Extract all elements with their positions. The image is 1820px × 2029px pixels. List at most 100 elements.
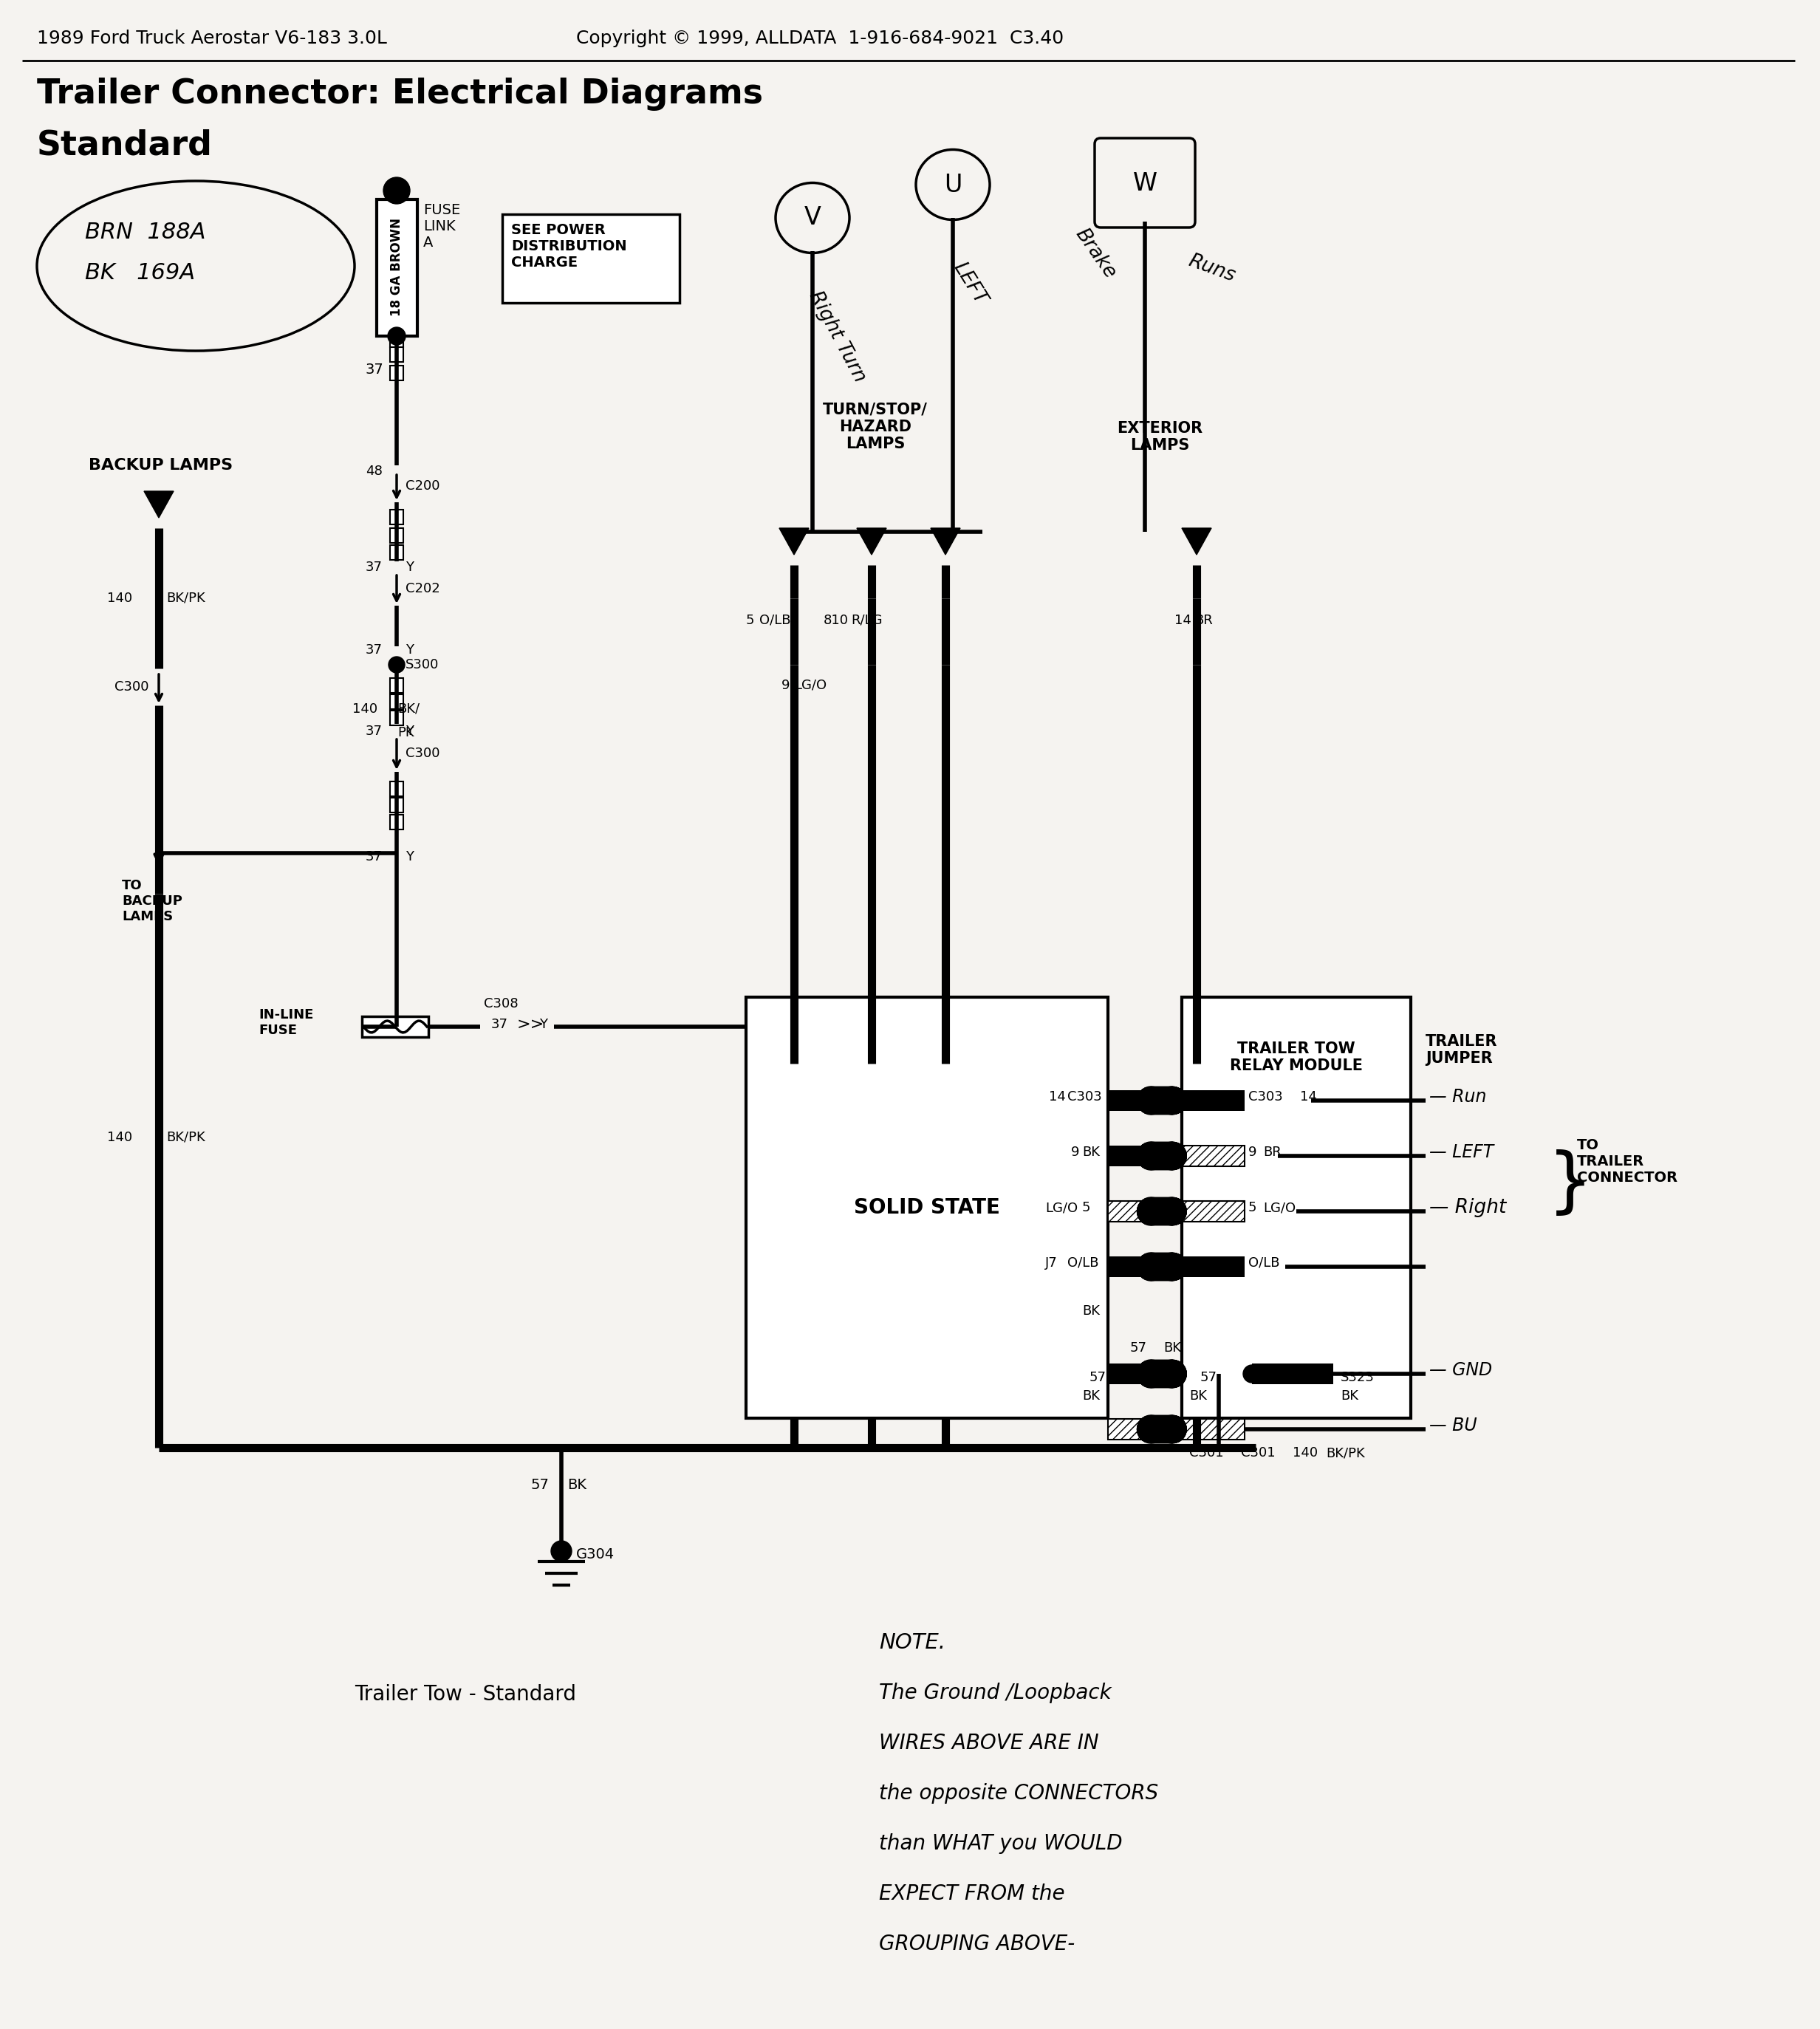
Text: Brake: Brake — [1070, 225, 1119, 282]
Text: TO
BACKUP
LAMPS: TO BACKUP LAMPS — [122, 879, 182, 923]
Bar — [389, 694, 404, 708]
Bar — [389, 678, 404, 692]
Bar — [389, 509, 404, 523]
Text: NOTE.: NOTE. — [879, 1633, 945, 1654]
Text: 57: 57 — [1199, 1372, 1218, 1384]
Text: 37: 37 — [366, 560, 382, 574]
Text: >>: >> — [517, 1017, 544, 1033]
Text: C300: C300 — [406, 747, 440, 761]
Text: C303: C303 — [1067, 1090, 1101, 1104]
Text: C303: C303 — [1249, 1090, 1283, 1104]
Bar — [389, 710, 404, 724]
Text: GROUPING ABOVE-: GROUPING ABOVE- — [879, 1934, 1076, 1954]
Text: EXPECT FROM the: EXPECT FROM the — [879, 1883, 1065, 1903]
Text: O/LB: O/LB — [1249, 1256, 1279, 1270]
Circle shape — [384, 177, 410, 203]
Bar — [1108, 1363, 1170, 1384]
Text: BK: BK — [1083, 1305, 1099, 1317]
Text: SEE POWER
DISTRIBUTION
CHARGE: SEE POWER DISTRIBUTION CHARGE — [511, 223, 626, 270]
Text: EXTERIOR
LAMPS: EXTERIOR LAMPS — [1117, 420, 1203, 452]
Text: BK   169A: BK 169A — [86, 262, 195, 284]
Text: 140: 140 — [1292, 1447, 1318, 1459]
Text: BK/PK: BK/PK — [166, 592, 206, 605]
Text: — GND: — GND — [1429, 1361, 1492, 1380]
Bar — [502, 215, 679, 302]
Text: Copyright © 1999, ALLDATA  1-916-684-9021  C3.40: Copyright © 1999, ALLDATA 1-916-684-9021… — [577, 30, 1063, 47]
Bar — [362, 1017, 428, 1037]
Text: the opposite CONNECTORS: the opposite CONNECTORS — [879, 1783, 1158, 1804]
Text: — Run: — Run — [1429, 1088, 1487, 1106]
Text: 37: 37 — [366, 363, 384, 375]
Text: BK: BK — [1188, 1390, 1207, 1402]
Text: C301: C301 — [1188, 1447, 1223, 1459]
Text: WIRES ABOVE ARE IN: WIRES ABOVE ARE IN — [879, 1733, 1099, 1753]
Polygon shape — [930, 528, 961, 554]
Text: BK: BK — [1341, 1390, 1358, 1402]
Text: Y: Y — [539, 1019, 548, 1031]
Bar — [1181, 1090, 1245, 1112]
Text: 37: 37 — [491, 1019, 508, 1031]
Text: TRAILER TOW
RELAY MODULE: TRAILER TOW RELAY MODULE — [1230, 1041, 1363, 1073]
Text: TRAILER
JUMPER: TRAILER JUMPER — [1425, 1035, 1498, 1065]
Text: 14: 14 — [1299, 1090, 1318, 1104]
Text: V: V — [804, 205, 821, 229]
Bar — [1108, 1146, 1170, 1167]
Text: S323: S323 — [1341, 1372, 1374, 1384]
Text: 37: 37 — [366, 724, 382, 739]
Circle shape — [1243, 1366, 1261, 1382]
Text: 14: 14 — [1174, 615, 1192, 627]
Text: BK/: BK/ — [397, 702, 420, 716]
Text: }: } — [1547, 1148, 1592, 1217]
Bar — [389, 797, 404, 812]
Bar — [389, 347, 404, 361]
Bar — [1108, 1256, 1170, 1276]
Text: C300: C300 — [115, 680, 149, 694]
Circle shape — [388, 327, 406, 345]
Text: — Right: — Right — [1429, 1197, 1507, 1217]
Text: 9: 9 — [1249, 1146, 1258, 1159]
Text: BR: BR — [1263, 1146, 1281, 1159]
Bar — [389, 333, 404, 347]
Text: Y: Y — [406, 643, 413, 657]
Text: 57: 57 — [530, 1477, 548, 1491]
Bar — [389, 528, 404, 544]
Bar — [746, 996, 1108, 1418]
Text: C202: C202 — [406, 582, 440, 594]
Text: O/LB: O/LB — [759, 615, 790, 627]
Text: FUSE
LINK
A: FUSE LINK A — [424, 203, 460, 250]
Text: C301: C301 — [1241, 1447, 1276, 1459]
Text: SOLID STATE: SOLID STATE — [854, 1197, 999, 1217]
Text: Runs: Runs — [1185, 252, 1238, 286]
Text: TURN/STOP/
HAZARD
LAMPS: TURN/STOP/ HAZARD LAMPS — [823, 402, 928, 452]
Text: 57: 57 — [1090, 1372, 1107, 1384]
Text: 57: 57 — [1130, 1341, 1147, 1355]
Text: U: U — [945, 172, 961, 197]
Bar — [1181, 996, 1410, 1418]
Text: 57: 57 — [1152, 1372, 1168, 1384]
Circle shape — [551, 1540, 571, 1562]
Text: 5: 5 — [1083, 1201, 1090, 1213]
Text: 5: 5 — [1249, 1201, 1258, 1213]
Polygon shape — [144, 491, 173, 517]
Text: C200: C200 — [406, 479, 440, 493]
Text: BRN  188A: BRN 188A — [86, 221, 206, 243]
Text: 18 GA BROWN: 18 GA BROWN — [389, 219, 404, 317]
Text: 140: 140 — [107, 1130, 133, 1144]
Circle shape — [388, 657, 404, 674]
Bar — [1181, 1201, 1245, 1221]
Text: BACKUP LAMPS: BACKUP LAMPS — [89, 459, 233, 473]
Text: 14: 14 — [1048, 1090, 1067, 1104]
Text: LEFT: LEFT — [950, 258, 990, 308]
Text: BK: BK — [1163, 1341, 1181, 1355]
Text: W: W — [1132, 170, 1158, 195]
Bar — [1108, 1201, 1170, 1221]
Text: LG/O: LG/O — [1263, 1201, 1296, 1213]
Text: 37: 37 — [366, 643, 382, 657]
Text: C308: C308 — [484, 996, 519, 1010]
Text: — BU: — BU — [1429, 1416, 1478, 1435]
Bar — [389, 816, 404, 830]
Text: BR: BR — [1194, 615, 1212, 627]
Bar — [1108, 1090, 1170, 1112]
Text: G304: G304 — [577, 1548, 615, 1562]
Text: LG/O: LG/O — [794, 680, 826, 692]
